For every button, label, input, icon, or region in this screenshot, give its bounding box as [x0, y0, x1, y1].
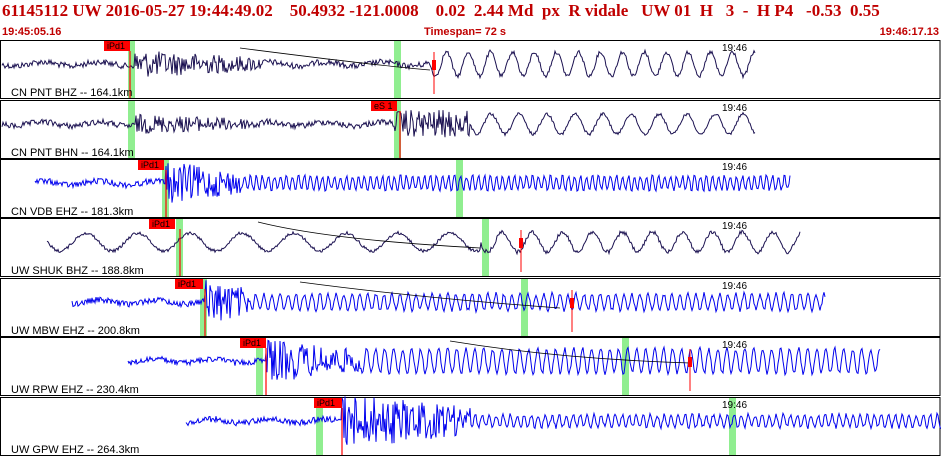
time-mark-label: 19:46: [722, 400, 747, 411]
pick-window-marker: [394, 41, 401, 98]
trace-panel[interactable]: iPd1 19:46 UW RPW EHZ -- 230.4km: [0, 337, 941, 397]
panel-frame: [0, 337, 941, 396]
travel-time-curve: [449, 340, 691, 364]
pick-window-marker: [200, 279, 207, 336]
phase-pick-flag[interactable]: [371, 101, 397, 111]
panel-frame: [0, 218, 941, 277]
phase-pick-flag[interactable]: [149, 219, 175, 229]
phase-pick-label: iPd1: [317, 398, 335, 408]
station-channel-label: CN PNT BHZ -- 164.1km: [11, 87, 132, 99]
pick-window-marker: [482, 219, 489, 276]
station-channel-label: CN PNT BHN -- 164.1km: [11, 147, 134, 159]
panel-frame: [0, 40, 941, 99]
time-mark-label: 19:46: [722, 103, 747, 114]
waveform-trace: [1, 110, 756, 138]
waveform-trace: [34, 163, 791, 203]
start-time-label: 19:45:05.16: [2, 26, 62, 38]
travel-time-curve: [257, 221, 481, 249]
pick-window-marker: [316, 398, 323, 455]
waveform-trace: [46, 229, 801, 256]
pick-window-marker: [521, 279, 528, 336]
phase-pick-label: eS 1: [374, 101, 393, 111]
waveform-trace: [1, 48, 756, 80]
trace-panel[interactable]: iPd1 19:46 UW SHUK BHZ -- 188.8km: [0, 218, 941, 278]
phase-pick-flag[interactable]: [240, 338, 266, 348]
phase-pick-label: iPd1: [152, 219, 170, 229]
event-summary-title: 61145112 UW 2016-05-27 19:44:49.02 50.49…: [2, 1, 880, 20]
pick-window-marker: [622, 338, 629, 395]
amplitude-pick-marker[interactable]: [688, 357, 692, 367]
phase-pick-flag[interactable]: [104, 41, 130, 51]
phase-pick-flag[interactable]: [175, 279, 203, 289]
waveform-trace: [185, 396, 941, 445]
panel-frame: [0, 397, 941, 456]
pick-window-marker: [128, 101, 135, 158]
station-channel-label: UW RPW EHZ -- 230.4km: [11, 384, 139, 396]
waveform-trace: [71, 280, 826, 321]
travel-time-curve: [239, 47, 431, 71]
trace-panel[interactable]: iPd1 19:46 UW MBW EHZ -- 200.8km: [0, 278, 941, 338]
panel-frame: [0, 278, 941, 337]
pick-window-marker: [729, 398, 736, 455]
time-mark-label: 19:46: [722, 162, 747, 173]
trace-panel[interactable]: eS 1 19:46 CN PNT BHN -- 164.1km: [0, 100, 941, 160]
time-mark-label: 19:46: [722, 43, 747, 54]
travel-time-curve: [299, 281, 561, 309]
time-mark-label: 19:46: [722, 340, 747, 351]
phase-pick-flag[interactable]: [138, 160, 164, 170]
pick-window-marker: [456, 160, 463, 217]
timespan-label: Timespan= 72 s: [424, 26, 507, 38]
amplitude-pick-marker[interactable]: [519, 238, 523, 248]
panel-frame: [0, 159, 941, 218]
time-mark-label: 19:46: [722, 281, 747, 292]
trace-panel[interactable]: iPd1 19:46 CN PNT BHZ -- 164.1km: [0, 40, 941, 100]
pick-window-marker: [394, 101, 401, 158]
amplitude-pick-marker[interactable]: [432, 60, 436, 70]
amplitude-pick-marker[interactable]: [570, 298, 574, 308]
end-time-label: 19:46:17.13: [879, 26, 939, 38]
panel-frame: [0, 100, 941, 159]
station-channel-label: CN VDB EHZ -- 181.3km: [11, 206, 133, 218]
trace-panel[interactable]: iPd1 19:46 UW GPW EHZ -- 264.3km: [0, 396, 941, 457]
seismogram-panel-stack[interactable]: iPd1 19:46 CN PNT BHZ -- 164.1km eS 1 19:46 C…: [0, 38, 941, 460]
time-mark-label: 19:46: [722, 221, 747, 232]
station-channel-label: UW SHUK BHZ -- 188.8km: [11, 265, 144, 277]
waveform-trace: [127, 339, 881, 380]
phase-pick-flag[interactable]: [314, 398, 342, 408]
station-channel-label: UW GPW EHZ -- 264.3km: [11, 444, 139, 456]
phase-pick-label: iPd1: [178, 279, 196, 289]
phase-pick-label: iPd1: [107, 41, 125, 51]
pick-window-marker: [128, 41, 135, 98]
phase-pick-label: iPd1: [243, 338, 261, 348]
trace-panel[interactable]: iPd1 19:46 CN VDB EHZ -- 181.3km: [0, 159, 941, 219]
event-header: 61145112 UW 2016-05-27 19:44:49.02 50.49…: [0, 0, 941, 40]
phase-pick-label: iPd1: [141, 160, 159, 170]
station-channel-label: UW MBW EHZ -- 200.8km: [11, 325, 140, 337]
pick-window-marker: [256, 338, 263, 395]
